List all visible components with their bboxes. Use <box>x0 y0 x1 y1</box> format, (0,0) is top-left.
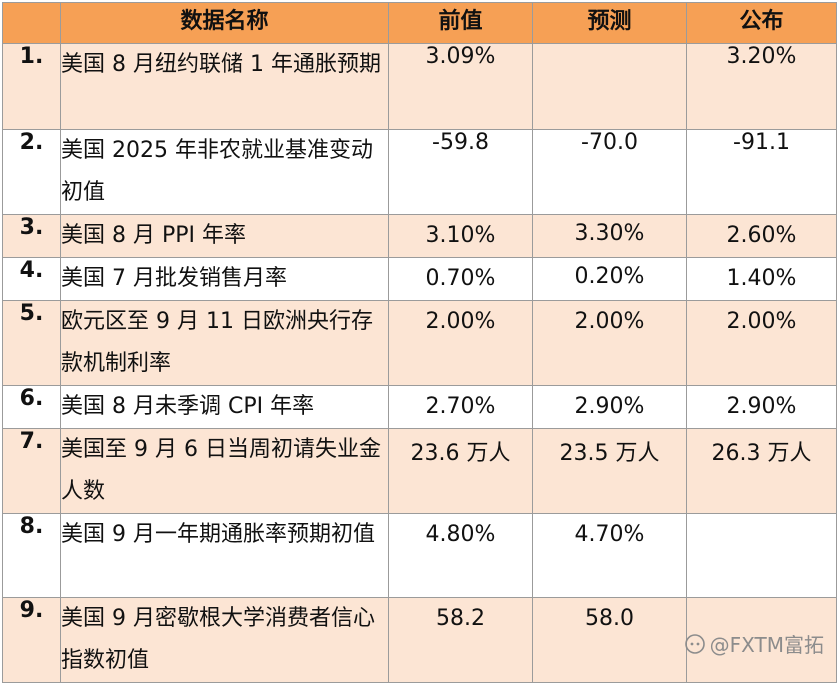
row-number: 8. <box>2 513 61 598</box>
table-row: 1. 美国 8 月纽约联储 1 年通胀预期 3.09% 3.20% <box>2 43 837 130</box>
table-row: 8. 美国 9 月一年期通胀率预期初值 4.80% 4.70% <box>2 513 837 598</box>
row-number: 1. <box>2 43 61 130</box>
watermark: @FXTM富拓 <box>684 629 824 658</box>
published-value: 26.3 万人 <box>686 428 837 514</box>
previous-value: -59.8 <box>388 129 533 215</box>
table-row: 7. 美国至 9 月 6 日当周初请失业金人数 23.6 万人 23.5 万人 … <box>2 428 837 514</box>
table-row: 4. 美国 7 月批发销售月率 0.70% 0.20% 1.40% <box>2 257 837 301</box>
header-index <box>2 2 61 44</box>
forecast-value: 0.20% <box>532 257 687 301</box>
published-value: 3.20% <box>686 43 837 130</box>
published-value: 2.60% <box>686 214 837 258</box>
forecast-value: 23.5 万人 <box>532 428 687 514</box>
watermark-text: @FXTM富拓 <box>709 633 824 657</box>
indicator-name: 美国 8 月未季调 CPI 年率 <box>60 385 389 429</box>
zhihu-logo-icon <box>684 633 706 655</box>
forecast-value: 2.90% <box>532 385 687 429</box>
forecast-value: 58.0 <box>532 597 687 683</box>
table-row: 5. 欧元区至 9 月 11 日欧洲央行存款机制利率 2.00% 2.00% 2… <box>2 300 837 386</box>
row-number: 7. <box>2 428 61 514</box>
forecast-value: 4.70% <box>532 513 687 598</box>
published-value <box>686 513 837 598</box>
table-row: 6. 美国 8 月未季调 CPI 年率 2.70% 2.90% 2.90% <box>2 385 837 429</box>
previous-value: 58.2 <box>388 597 533 683</box>
indicator-name: 美国 9 月一年期通胀率预期初值 <box>60 513 389 598</box>
forecast-value <box>532 43 687 130</box>
previous-value: 23.6 万人 <box>388 428 533 514</box>
row-number: 3. <box>2 214 61 258</box>
published-value: 2.00% <box>686 300 837 386</box>
table-row: 3. 美国 8 月 PPI 年率 3.10% 3.30% 2.60% <box>2 214 837 258</box>
table-header: 数据名称 前值 预测 公布 <box>2 2 837 44</box>
row-number: 9. <box>2 597 61 683</box>
published-value: 2.90% <box>686 385 837 429</box>
row-number: 5. <box>2 300 61 386</box>
header-forecast: 预测 <box>532 2 687 44</box>
indicator-name: 欧元区至 9 月 11 日欧洲央行存款机制利率 <box>60 300 389 386</box>
indicator-name: 美国 9 月密歇根大学消费者信心指数初值 <box>60 597 389 683</box>
header-name: 数据名称 <box>60 2 389 44</box>
header-previous: 前值 <box>388 2 533 44</box>
previous-value: 2.00% <box>388 300 533 386</box>
row-number: 2. <box>2 129 61 215</box>
previous-value: 4.80% <box>388 513 533 598</box>
indicator-name: 美国 7 月批发销售月率 <box>60 257 389 301</box>
indicator-name: 美国 8 月纽约联储 1 年通胀预期 <box>60 43 389 130</box>
indicator-name: 美国 8 月 PPI 年率 <box>60 214 389 258</box>
row-number: 6. <box>2 385 61 429</box>
previous-value: 3.09% <box>388 43 533 130</box>
published-value <box>686 597 837 683</box>
header-published: 公布 <box>686 2 837 44</box>
previous-value: 2.70% <box>388 385 533 429</box>
published-value: 1.40% <box>686 257 837 301</box>
indicator-name: 美国至 9 月 6 日当周初请失业金人数 <box>60 428 389 514</box>
table-row: 2. 美国 2025 年非农就业基准变动初值 -59.8 -70.0 -91.1 <box>2 129 837 215</box>
previous-value: 0.70% <box>388 257 533 301</box>
indicator-name: 美国 2025 年非农就业基准变动初值 <box>60 129 389 215</box>
published-value: -91.1 <box>686 129 837 215</box>
forecast-value: 3.30% <box>532 214 687 258</box>
previous-value: 3.10% <box>388 214 533 258</box>
forecast-value: -70.0 <box>532 129 687 215</box>
forecast-value: 2.00% <box>532 300 687 386</box>
table-row: 9. 美国 9 月密歇根大学消费者信心指数初值 58.2 58.0 <box>2 597 837 683</box>
row-number: 4. <box>2 257 61 301</box>
